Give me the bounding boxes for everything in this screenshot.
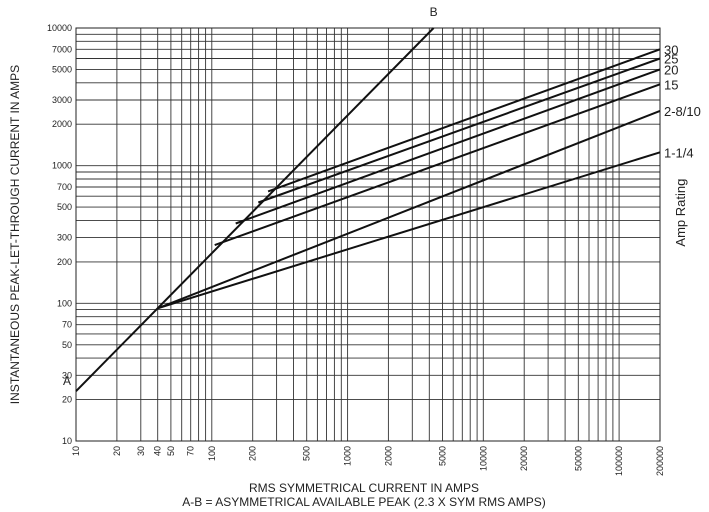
ab-reference-line [75,27,435,392]
y-tick-label: 10 [62,436,72,446]
series-line [235,68,661,225]
y-tick-label: 10000 [47,23,72,33]
series-line [267,48,661,193]
x-tick-label: 100000 [614,446,624,476]
x-tick-label: 1000 [343,446,353,466]
series-lines [75,27,661,392]
x-tick-label: 10000 [478,446,488,471]
plot-frame [75,27,661,442]
x-tick-label: 50000 [573,446,583,471]
y-tick-label: 3000 [52,95,72,105]
amp-rating-label: Amp Rating [673,179,688,247]
x-tick-label: 200 [248,446,258,461]
x-tick-label: 20 [112,446,122,456]
series-line [257,57,661,204]
ref-line-start-label: A [63,374,71,388]
series-label: 20 [664,62,678,77]
y-tick-label: 2000 [52,119,72,129]
series-line [157,109,661,310]
x-tick-label: 200000 [655,446,665,476]
x-tick-label: 10 [71,446,81,456]
y-tick-label: 20 [62,395,72,405]
y-tick-label: 50 [62,340,72,350]
series-line [157,151,661,310]
x-tick-label: 2000 [383,446,393,466]
x-tick-label: 100 [207,446,217,461]
ref-line-end-label: B [430,5,438,19]
x-tick-labels: 10 20 30 40 50 70 100 200 500 1000 2000 5000 10000 20… [71,446,665,476]
y-tick-label: 200 [57,257,72,267]
x-tick-label: 500 [302,446,312,461]
y-tick-label: 300 [57,233,72,243]
series-line [214,83,661,247]
x-tick-label: 30 [136,446,146,456]
series-label: 25 [664,52,678,67]
x-tick-label: 5000 [438,446,448,466]
x-tick-label: 20000 [519,446,529,471]
y-tick-label: 7000 [52,44,72,54]
y-axis-label: INSTANTANEOUS PEAK-LET-THROUGH CURRENT I… [8,65,22,404]
x-tick-label: 50 [166,446,176,456]
x-tick-label: 40 [153,446,163,456]
y-tick-label: 700 [57,182,72,192]
x-axis-label: RMS SYMMETRICAL CURRENT IN AMPS [249,481,479,495]
y-tick-label: 30 [62,370,72,380]
y-tick-label: 70 [62,320,72,330]
x-tick-label: 70 [186,446,196,456]
series-label: 2-8/10 [664,104,701,119]
y-tick-labels: 10 20 30 50 70 100 200 300 500 700 1000 2000 3000 500… [47,23,72,446]
x-axis-sublabel: A-B = ASYMMETRICAL AVAILABLE PEAK (2.3 X… [182,495,546,509]
y-tick-label: 100 [57,298,72,308]
series-label: 1-1/4 [664,145,694,160]
y-tick-label: 500 [57,202,72,212]
series-label: 15 [664,77,678,92]
series-label: 30 [664,42,678,57]
y-tick-label: 1000 [52,161,72,171]
y-tick-label: 5000 [52,64,72,74]
